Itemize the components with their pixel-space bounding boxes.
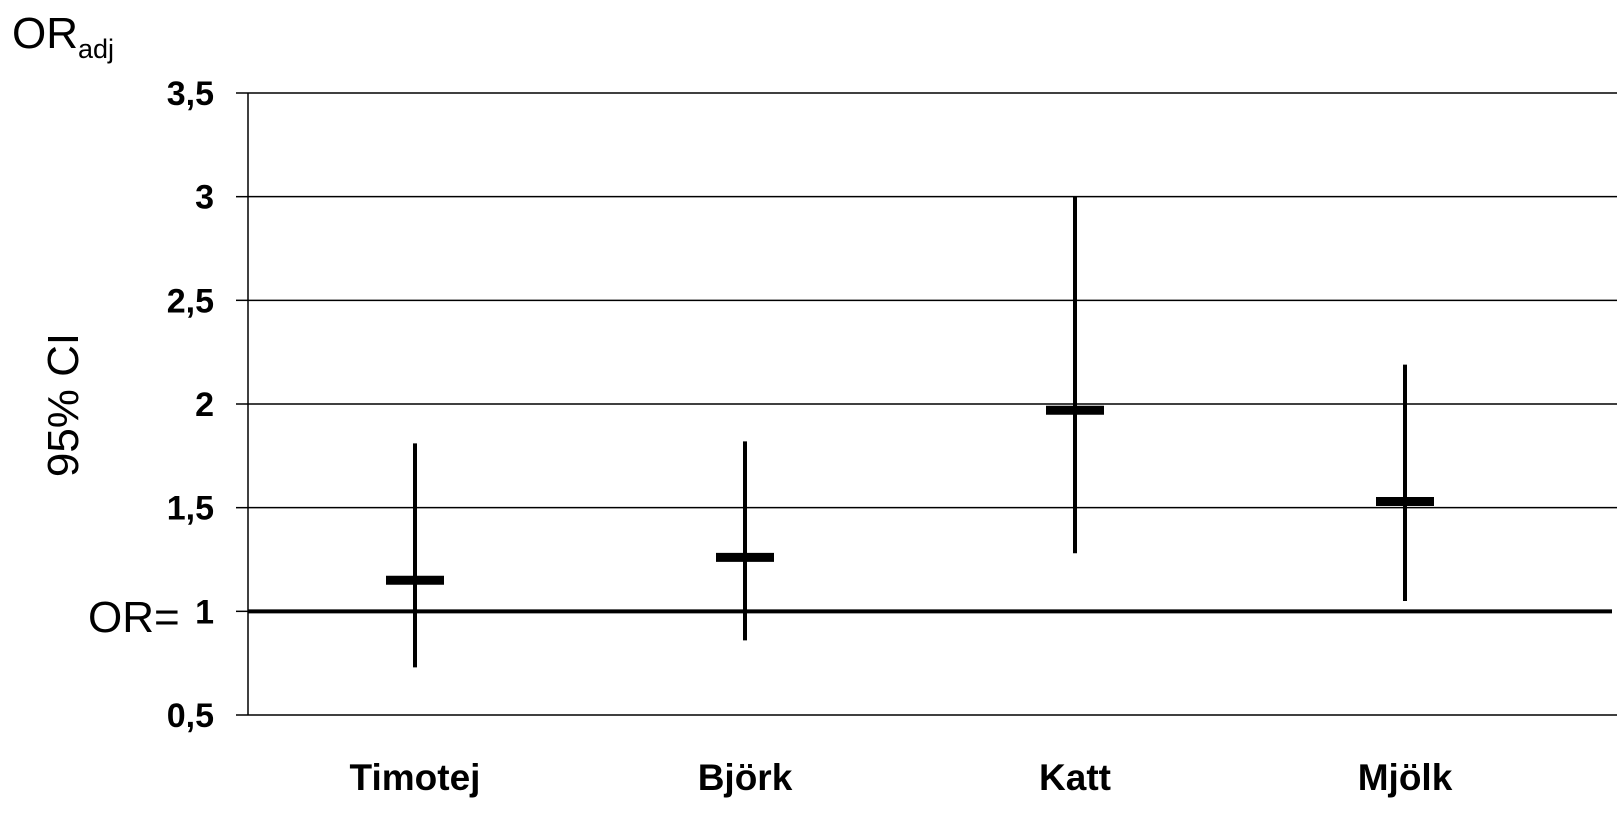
- category-label-0: Timotej: [350, 757, 481, 798]
- y-tick-label-6: 0,5: [167, 697, 214, 735]
- or-adj-sub: adj: [78, 34, 114, 64]
- or-adj-label: ORadj: [12, 9, 114, 64]
- y-tick-label-1: 3: [195, 179, 214, 217]
- y-axis-label: 95% CI: [39, 333, 88, 477]
- reference-line-label: OR=: [88, 593, 180, 642]
- category-label-1: Björk: [698, 757, 793, 798]
- category-label-3: Mjölk: [1358, 757, 1453, 798]
- or-adj-main: OR: [12, 9, 78, 58]
- gridlines: [248, 92, 1617, 716]
- y-tick-label-3: 2: [195, 386, 214, 424]
- y-axis-ticks: 3,5 3 2,5 2 1,5 1 0,5: [167, 75, 248, 735]
- y-tick-label-5: 1: [195, 593, 214, 631]
- category-label-2: Katt: [1039, 757, 1111, 798]
- y-tick-label-0: 3,5: [167, 75, 214, 113]
- y-tick-label-2: 2,5: [167, 282, 214, 320]
- confidence-intervals: [386, 196, 1434, 668]
- x-axis-categories: Timotej Björk Katt Mjölk: [350, 757, 1453, 798]
- y-tick-label-4: 1,5: [167, 490, 214, 528]
